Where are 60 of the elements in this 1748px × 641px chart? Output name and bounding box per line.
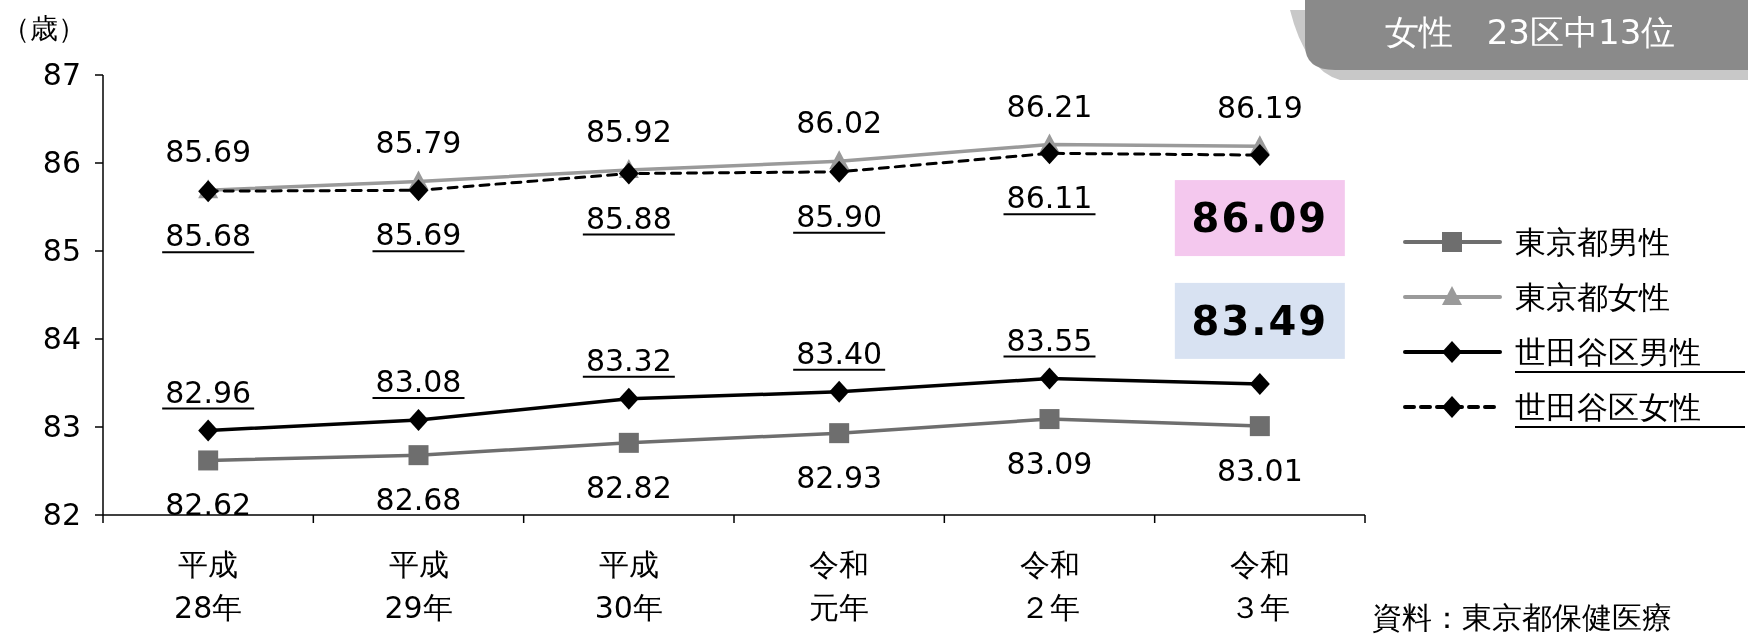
label: 82.93 (796, 460, 883, 496)
point (1039, 367, 1060, 390)
label: 85.68 (165, 218, 252, 254)
point (408, 445, 429, 466)
legend-label: 世田谷区女性 (1515, 389, 1701, 425)
label: 83.32 (585, 342, 672, 378)
point (618, 162, 639, 185)
label: 83.40 (796, 335, 883, 371)
x-tick-label: 令和２年 (1019, 547, 1080, 625)
annotation: 83.49 (1191, 297, 1329, 344)
label: 86.11 (1006, 180, 1093, 216)
label: 83.09 (1006, 446, 1093, 482)
x-tick-label: 平成29年 (384, 547, 453, 625)
x-tick-label: 平成30年 (594, 547, 663, 625)
ytick: 87 (42, 57, 81, 92)
x-tick-label: 令和元年 (809, 547, 870, 625)
text: 資料：東京都保健医療 (1372, 600, 1672, 635)
point (618, 432, 639, 453)
point (829, 423, 850, 444)
label: 82.68 (375, 482, 462, 518)
point (829, 160, 850, 183)
point (1039, 409, 1060, 430)
point (1249, 144, 1270, 167)
label: 86.02 (796, 105, 883, 141)
label: 83.08 (375, 363, 462, 399)
label: 86.21 (1006, 88, 1093, 124)
label: 83.01 (1216, 453, 1303, 489)
point (1039, 142, 1060, 165)
legend-label: 世田谷区男性 (1515, 334, 1701, 370)
ytick: 82 (42, 497, 81, 532)
point (1249, 416, 1270, 437)
point (198, 450, 219, 471)
label: 85.92 (585, 114, 672, 150)
label: 86.19 (1216, 90, 1303, 126)
x-tick-label: 令和３年 (1229, 547, 1290, 625)
point (408, 179, 429, 202)
ytick: 83 (42, 409, 81, 444)
label: 85.88 (585, 200, 672, 236)
point (618, 387, 639, 410)
label: 82.82 (585, 469, 672, 505)
annotation: 86.09 (1191, 195, 1329, 242)
ytick: 84 (42, 321, 81, 356)
banner: 女性 23区中13位 (1290, 0, 1748, 80)
label: 83.55 (1006, 322, 1093, 358)
legend-label: 東京都男性 (1515, 224, 1670, 260)
y-axis-title: （歳） (2, 12, 86, 45)
x-tick-label: 平成28年 (174, 547, 243, 625)
ytick: 86 (42, 145, 81, 180)
label: 85.79 (375, 125, 462, 161)
point (408, 408, 429, 431)
point (1249, 372, 1270, 395)
label: 85.69 (165, 134, 252, 170)
label: 82.62 (165, 487, 252, 523)
label: 85.90 (796, 198, 883, 234)
label: 82.96 (165, 374, 252, 410)
label: 85.69 (375, 217, 462, 253)
point (198, 419, 219, 442)
point (829, 380, 850, 403)
ytick: 85 (42, 233, 81, 268)
legend-label: 東京都女性 (1515, 279, 1670, 315)
